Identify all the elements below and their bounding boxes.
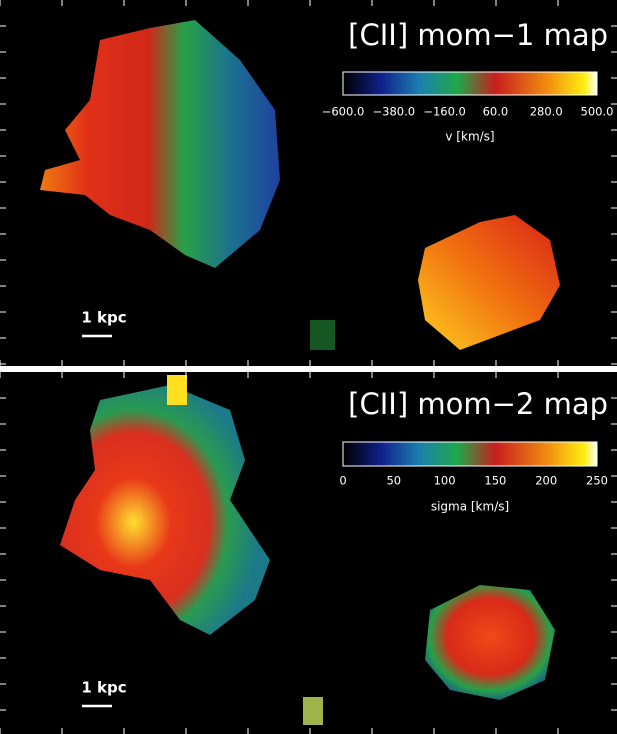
colorbar-label: v [km/s]	[445, 130, 494, 144]
dispersion-blob	[167, 375, 187, 405]
colorbar-tick-label: 150	[484, 474, 506, 488]
panel-title: [CII] mom−2 map	[348, 387, 608, 421]
colorbar	[342, 71, 598, 96]
dispersion-blob	[425, 585, 555, 700]
panel: [CII] mom−2 map 0 50 100 150 200 250 sigma [k…	[0, 372, 617, 734]
noise	[310, 320, 335, 350]
dispersion-blob	[60, 385, 270, 635]
colorbar-tick-label: 60.0	[483, 105, 509, 119]
colorbar-tick-label: 280.0	[530, 105, 563, 119]
colorbar-tick-label: 250	[586, 474, 608, 488]
scale-bar-label: 1 kpc	[81, 309, 126, 327]
colorbar-tick-label: −160.0	[423, 105, 466, 119]
colorbar-tick-label: −380.0	[373, 105, 416, 119]
panel: [CII] mom−1 map −600.0 −380.0 −160.0 60.0 28…	[0, 0, 617, 366]
noise	[303, 697, 323, 725]
colorbar-tick-label: 50	[386, 474, 401, 488]
colorbar-tick-label: −600.0	[322, 105, 365, 119]
colorbar-tick-label: 0	[339, 474, 346, 488]
colorbar-tick-label: 200	[535, 474, 557, 488]
velocity-blob	[418, 215, 560, 350]
colorbar-tick-label: 100	[434, 474, 456, 488]
velocity-blob	[40, 20, 280, 268]
scale-bar-label: 1 kpc	[81, 679, 126, 697]
colorbar-label: sigma [km/s]	[431, 500, 509, 514]
colorbar-tick-label: 500.0	[581, 105, 614, 119]
panel-title: [CII] mom−1 map	[348, 18, 608, 52]
colorbar	[342, 441, 598, 467]
